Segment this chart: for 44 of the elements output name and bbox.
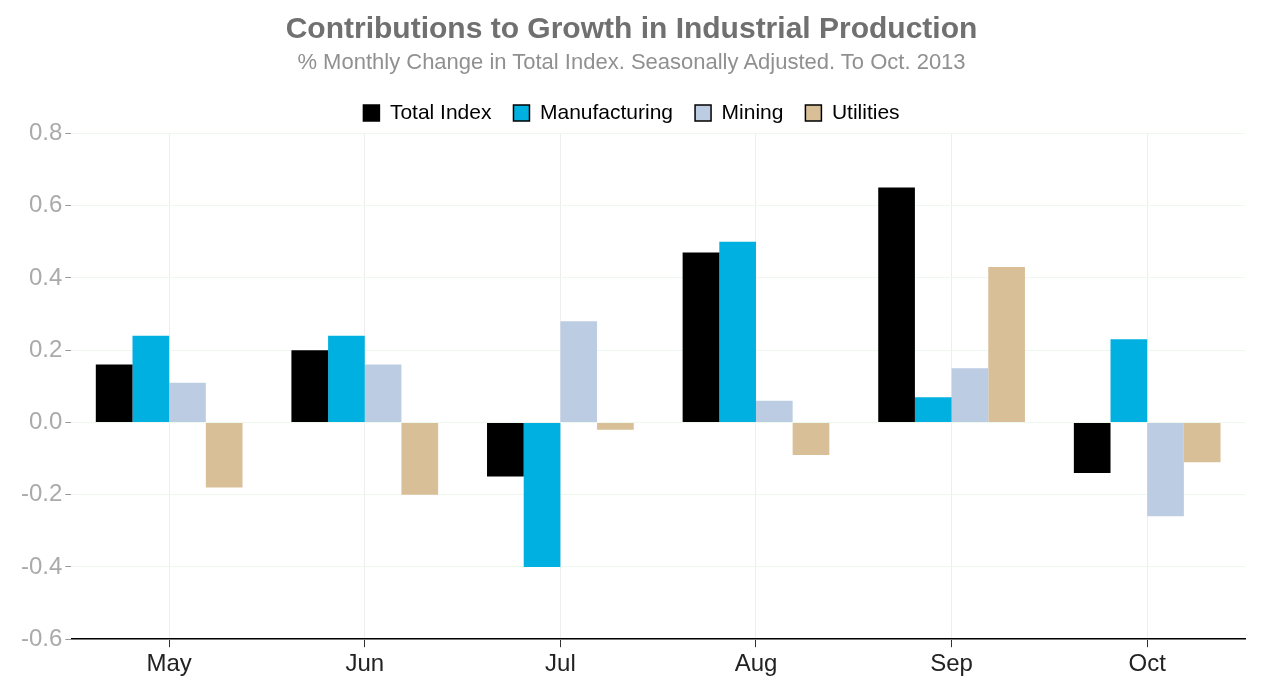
bar (1183, 422, 1221, 463)
y-tick-label: 0.4 (28, 262, 63, 290)
bar (205, 422, 243, 488)
y-tick-label: -0.2 (21, 479, 63, 507)
bar (364, 364, 402, 422)
bar (914, 397, 952, 422)
bar (1147, 422, 1184, 517)
bar (523, 422, 561, 567)
bar (487, 422, 524, 477)
bar (169, 382, 206, 422)
y-tick-label: -0.6 (21, 623, 63, 651)
bar (755, 400, 793, 422)
y-tick-label: 0.2 (28, 334, 63, 362)
y-tick-label: 0.8 (28, 118, 63, 146)
legend-label: Mining (721, 99, 784, 123)
y-tick-label: -0.4 (21, 551, 63, 579)
y-tick-label: 0.6 (28, 190, 63, 218)
bar (719, 241, 756, 422)
legend-label: Manufacturing (539, 99, 674, 123)
x-tick-label: May (146, 649, 192, 677)
bar (597, 422, 634, 430)
bar (291, 350, 329, 422)
bar (1073, 422, 1111, 474)
x-tick-label: Aug (734, 649, 778, 677)
chart-subtitle: % Monthly Change in Total Index. Seasonally Adjusted. To Oct. 2013 (297, 49, 966, 75)
bar (132, 335, 170, 422)
bar (988, 267, 1025, 422)
chart-title: Contributions to Growth in Industrial Production (285, 11, 978, 45)
bar (328, 335, 365, 422)
bar (682, 252, 720, 422)
bar (792, 422, 830, 455)
x-tick-label: Oct (1128, 649, 1167, 677)
y-tick-label: 0.0 (28, 407, 63, 435)
x-tick-label: Jul (545, 649, 576, 677)
bar (401, 422, 439, 495)
bar (1110, 339, 1148, 422)
bar (560, 321, 598, 422)
bar (95, 364, 133, 422)
bar (951, 368, 989, 422)
x-tick-label: Jun (345, 649, 385, 677)
x-tick-label: Sep (930, 649, 973, 677)
legend-label: Total Index (389, 99, 492, 123)
legend-label: Utilities (831, 99, 900, 123)
bar (878, 187, 915, 422)
